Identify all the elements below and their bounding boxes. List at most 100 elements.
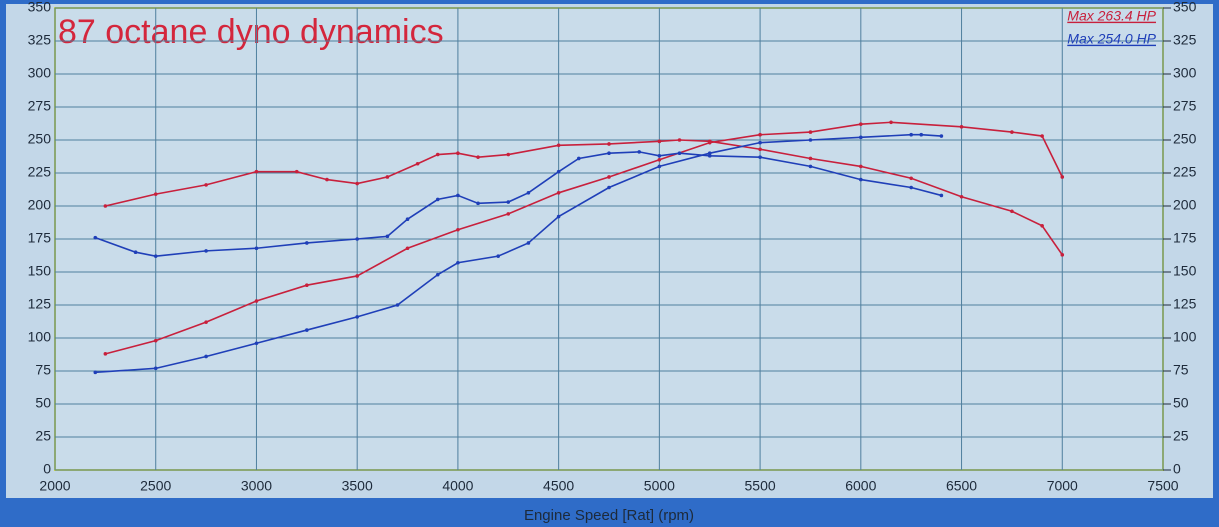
series-line — [105, 139, 1063, 256]
data-point — [103, 204, 108, 208]
data-point — [758, 155, 762, 159]
data-point — [435, 152, 440, 157]
data-point — [355, 181, 359, 186]
data-point — [103, 352, 108, 356]
y2-tick-label: 125 — [1173, 296, 1197, 312]
data-point — [939, 134, 944, 138]
x-tick-label: 4500 — [543, 478, 574, 494]
x-tick-label: 2000 — [39, 478, 70, 494]
data-point — [254, 299, 259, 303]
y2-tick-label: 300 — [1173, 65, 1197, 81]
data-point — [677, 151, 682, 155]
y-tick-label: 225 — [28, 164, 52, 180]
data-point — [476, 201, 480, 206]
data-point — [758, 147, 762, 152]
data-point — [456, 260, 460, 265]
data-point — [456, 151, 460, 155]
data-point — [758, 140, 762, 145]
y-tick-label: 125 — [28, 296, 52, 312]
data-point — [204, 249, 208, 253]
y-tick-label: 275 — [28, 98, 52, 114]
data-point — [506, 200, 511, 204]
y2-tick-label: 50 — [1173, 395, 1189, 411]
data-point — [1040, 224, 1044, 228]
data-point — [607, 185, 611, 190]
data-point — [959, 125, 964, 129]
data-point — [859, 164, 863, 169]
data-point — [556, 191, 561, 195]
y2-tick-label: 75 — [1173, 362, 1189, 378]
y-tick-label: 250 — [28, 131, 52, 147]
y-tick-label: 325 — [28, 32, 52, 48]
data-point — [385, 234, 390, 239]
data-point — [607, 175, 611, 179]
x-axis-label: Engine Speed [Rat] (rpm) — [524, 507, 694, 524]
data-point — [657, 139, 662, 144]
data-point — [254, 169, 259, 174]
data-point — [889, 120, 893, 125]
data-point — [325, 177, 329, 182]
data-point — [808, 138, 813, 142]
y-tick-label: 175 — [28, 230, 52, 246]
data-point — [1010, 209, 1014, 214]
data-point — [576, 156, 581, 161]
data-point — [305, 241, 309, 245]
y2-tick-label: 275 — [1173, 98, 1197, 114]
data-point — [657, 164, 662, 169]
data-point — [637, 150, 642, 154]
data-point — [133, 250, 138, 254]
y-tick-label: 300 — [28, 65, 52, 81]
data-point — [355, 315, 359, 319]
y2-tick-label: 225 — [1173, 164, 1197, 180]
data-point — [153, 338, 158, 343]
x-tick-label: 7000 — [1047, 478, 1078, 494]
data-point — [476, 155, 480, 159]
data-point — [808, 130, 813, 134]
x-tick-label: 7500 — [1147, 478, 1178, 494]
data-point — [1060, 175, 1065, 179]
data-point — [93, 235, 98, 240]
y-tick-label: 350 — [28, 0, 52, 15]
data-point — [355, 274, 359, 278]
data-point — [808, 164, 813, 169]
data-point — [657, 154, 662, 158]
y2-tick-label: 150 — [1173, 263, 1197, 279]
x-tick-label: 3500 — [342, 478, 373, 494]
data-point — [204, 354, 208, 359]
data-point — [294, 169, 299, 174]
data-point — [435, 197, 440, 202]
data-point — [1010, 130, 1014, 134]
data-point — [1040, 134, 1044, 138]
data-point — [859, 122, 863, 126]
series-line — [95, 151, 942, 257]
data-point — [808, 156, 813, 161]
data-point — [556, 143, 561, 148]
legend-entry: Max 263.4 HP — [1067, 8, 1156, 24]
legend-entry: Max 254.0 HP — [1067, 31, 1156, 47]
data-point — [677, 138, 682, 142]
data-point — [153, 366, 158, 371]
data-point — [93, 370, 98, 375]
y2-tick-label: 200 — [1173, 197, 1197, 213]
data-point — [526, 191, 531, 195]
data-point — [204, 320, 208, 324]
x-tick-label: 5000 — [644, 478, 675, 494]
data-point — [959, 194, 964, 199]
data-point — [254, 341, 259, 346]
data-point — [204, 183, 208, 187]
data-point — [1060, 253, 1065, 257]
y2-tick-label: 175 — [1173, 230, 1197, 246]
data-point — [305, 283, 309, 288]
data-point — [939, 193, 944, 198]
y-tick-label: 0 — [43, 461, 51, 477]
y2-tick-label: 25 — [1173, 428, 1189, 444]
x-tick-label: 5500 — [745, 478, 776, 494]
y-tick-label: 200 — [28, 197, 52, 213]
data-point — [919, 132, 924, 137]
y2-tick-label: 325 — [1173, 32, 1197, 48]
y-tick-label: 50 — [35, 395, 51, 411]
data-point — [707, 151, 712, 155]
y-tick-label: 25 — [35, 428, 51, 444]
y-tick-label: 150 — [28, 263, 52, 279]
